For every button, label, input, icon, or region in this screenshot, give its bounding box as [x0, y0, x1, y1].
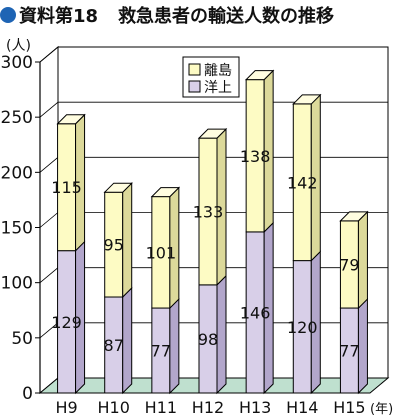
y-tick-label: 150 — [1, 219, 33, 239]
legend-swatch-洋上 — [188, 80, 201, 93]
legend-label-洋上: 洋上 — [204, 80, 232, 96]
data-label-洋上-H15: 77 — [339, 342, 359, 361]
bar-top-H14 — [292, 94, 322, 105]
y-tick-label: 100 — [1, 274, 33, 294]
bar-top-H12 — [197, 128, 228, 139]
data-label-洋上-H11: 77 — [151, 342, 171, 361]
chart-title: 救急患者の輸送人数の推移 — [118, 6, 335, 27]
figure-label: 資料第18 — [19, 6, 99, 27]
y-tick-label: 250 — [1, 108, 33, 128]
bar-side-洋上-H10 — [122, 286, 133, 395]
bar-side-洋上-H11 — [169, 297, 180, 395]
gridline — [39, 101, 388, 118]
y-axis-label: (人) — [6, 38, 31, 54]
bar-top-H11 — [150, 187, 181, 198]
gridline — [39, 46, 388, 63]
bar-top-H13 — [244, 70, 275, 81]
y-tick-label: 50 — [11, 329, 33, 349]
bullet-icon — [0, 7, 16, 23]
x-tick-label-H11: H11 — [145, 398, 177, 416]
axes: (人) (年) 0 50 100 150 200 250 300 H9 H10 H11 H12 H13… — [1, 38, 394, 416]
x-tick-label-H14: H14 — [286, 398, 318, 416]
data-label-洋上-H14: 120 — [287, 318, 318, 337]
bar-top-H15 — [339, 211, 369, 222]
x-tick-label-H13: H13 — [239, 398, 271, 416]
data-label-離島-H13: 138 — [240, 147, 271, 166]
data-label-離島-H15: 79 — [339, 255, 359, 274]
y-tick-label: 200 — [1, 163, 33, 183]
bar-side-洋上-H12 — [216, 274, 227, 395]
x-tick-label-H12: H12 — [192, 398, 224, 416]
data-label-離島-H14: 142 — [287, 173, 318, 192]
bar-side-離島-H10 — [122, 181, 133, 299]
bar-side-洋上-H15 — [357, 297, 368, 395]
bars: 129 115 87 95 77 101 98 133 146 138 120 142 77 79 — [51, 69, 369, 395]
data-label-離島-H9: 115 — [51, 178, 82, 197]
data-label-洋上-H10: 87 — [104, 336, 124, 355]
data-label-離島-H10: 95 — [104, 236, 124, 255]
data-label-離島-H12: 133 — [193, 203, 224, 222]
x-tick-label-H10: H10 — [98, 398, 130, 416]
legend-label-離島: 離島 — [204, 62, 232, 79]
x-tick-label-H9: H9 — [55, 398, 77, 416]
x-tick-label-H15: H15 — [333, 398, 365, 416]
y-tick-label: 0 — [22, 384, 33, 404]
figure-title: 資料第18 救急患者の輸送人数の推移 — [0, 0, 334, 30]
data-label-洋上-H9: 129 — [51, 313, 82, 332]
y-tick-label: 300 — [1, 53, 33, 73]
legend-swatch-離島 — [188, 63, 201, 76]
bar-top-H10 — [103, 182, 133, 193]
data-label-洋上-H12: 98 — [198, 330, 218, 349]
bar-side-離島-H15 — [357, 210, 368, 310]
x-axis-unit: (年) — [370, 402, 393, 416]
bar-top-H9 — [56, 114, 86, 125]
data-label-離島-H11: 101 — [146, 243, 177, 262]
data-label-洋上-H13: 146 — [240, 303, 271, 322]
